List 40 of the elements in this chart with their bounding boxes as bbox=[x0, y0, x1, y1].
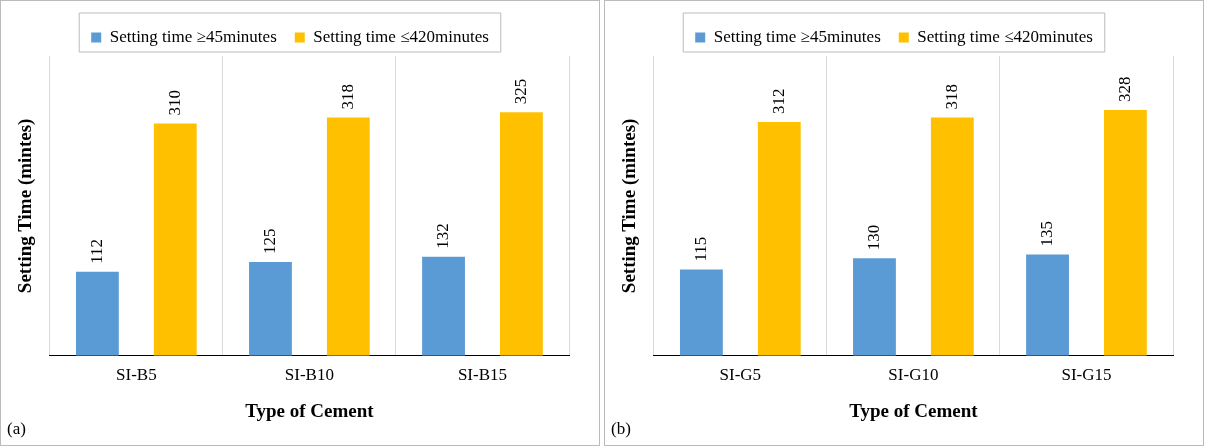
data-label: 310 bbox=[164, 89, 184, 116]
bar bbox=[326, 117, 370, 356]
data-label: 132 bbox=[433, 223, 452, 249]
x-tick-label: SI-G15 bbox=[1061, 365, 1112, 385]
x-axis-title: Type of Cement bbox=[849, 399, 979, 421]
bar bbox=[422, 256, 465, 356]
data-label: 318 bbox=[941, 83, 961, 110]
data-label: 325 bbox=[510, 78, 530, 105]
data-label: 115 bbox=[690, 236, 710, 262]
bar bbox=[757, 121, 801, 356]
x-tick-label: SI-G10 bbox=[888, 365, 939, 385]
x-tick-label: SI-B15 bbox=[457, 365, 508, 385]
bar bbox=[249, 262, 292, 356]
x-tick-label: SI-G5 bbox=[719, 365, 762, 385]
data-label: 135 bbox=[1037, 221, 1056, 247]
bar bbox=[153, 123, 197, 356]
data-label: 125 bbox=[259, 228, 279, 255]
y-axis-title: Setting Time (mintes) bbox=[14, 118, 37, 294]
data-label: 130 bbox=[863, 224, 883, 251]
text: (a) bbox=[7, 419, 26, 439]
legend-label: Setting time ≤420minutes bbox=[313, 26, 489, 46]
legend-label: Setting time ≥45minutes bbox=[109, 26, 277, 46]
data-label: 312 bbox=[768, 88, 788, 114]
text: (b) bbox=[611, 419, 631, 439]
bar bbox=[853, 258, 896, 356]
bar bbox=[1103, 109, 1147, 356]
data-label: 328 bbox=[1114, 76, 1134, 102]
bar bbox=[679, 269, 723, 356]
bar bbox=[499, 112, 543, 356]
data-label: 112 bbox=[86, 238, 106, 264]
x-tick-label: SI-B5 bbox=[116, 365, 157, 385]
x-axis-title: Type of Cement bbox=[245, 399, 375, 421]
bar bbox=[75, 271, 119, 356]
data-label: 318 bbox=[337, 83, 357, 110]
bar bbox=[1026, 254, 1069, 356]
y-axis-title: Setting Time (mintes) bbox=[618, 118, 641, 294]
legend-label: Setting time ≥45minutes bbox=[713, 26, 881, 46]
bar bbox=[930, 117, 974, 356]
x-tick-label: SI-B10 bbox=[284, 365, 334, 385]
legend-label: Setting time ≤420minutes bbox=[917, 26, 1093, 46]
